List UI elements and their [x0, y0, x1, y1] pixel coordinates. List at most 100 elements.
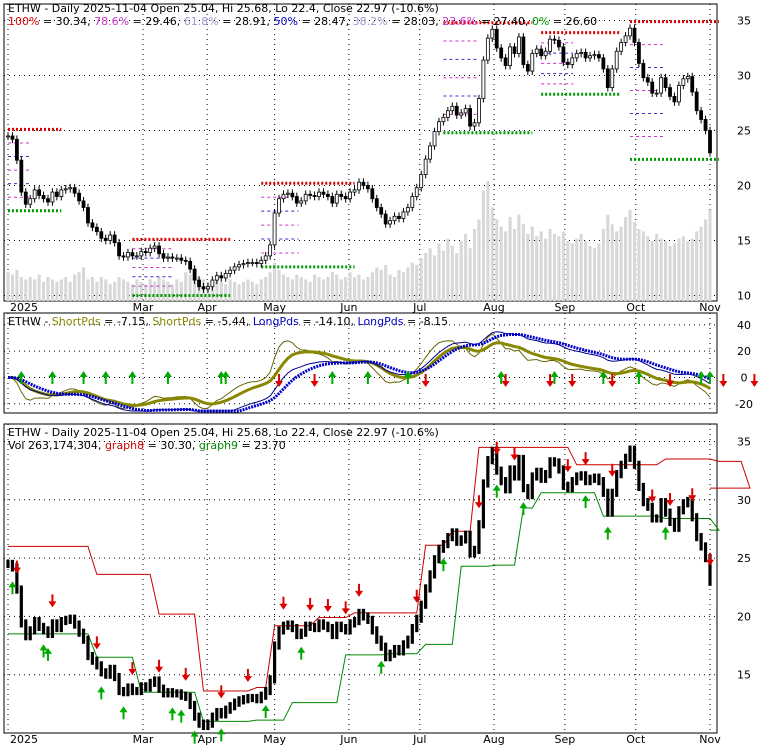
- price-bar: [530, 472, 534, 500]
- price-bar: [121, 686, 126, 697]
- candle-body: [54, 191, 59, 197]
- buy-arrow: [217, 728, 226, 742]
- volume-bar: [575, 238, 579, 301]
- price-bar: [241, 695, 246, 705]
- longpds-line-2: [7, 332, 711, 413]
- price-bar: [655, 514, 659, 523]
- candle-body: [459, 112, 464, 116]
- x-tick-label: Jun: [339, 301, 357, 314]
- price-bar: [437, 544, 441, 564]
- sell-arrow: [243, 669, 252, 683]
- price-bar: [432, 555, 437, 579]
- volume-bar: [95, 281, 99, 301]
- price-bar: [672, 517, 677, 532]
- y-tick-label: 20: [737, 345, 751, 358]
- trend-arrows: [8, 441, 714, 744]
- volume-bar: [64, 277, 68, 301]
- candle-body: [499, 47, 504, 59]
- volume-bar: [193, 269, 197, 301]
- trend-legend-name: graph9: [199, 439, 238, 452]
- volume-bar: [637, 229, 641, 301]
- price-bar: [41, 622, 46, 635]
- candle-body: [339, 193, 344, 197]
- candle-body: [628, 27, 632, 37]
- volume-bar: [268, 272, 272, 301]
- volume-bar: [601, 229, 605, 301]
- price-bar: [317, 619, 321, 633]
- volume-bar: [55, 281, 59, 301]
- volume-bar: [139, 281, 143, 301]
- oscillator-legend-name: ShortPds: [52, 315, 101, 328]
- candle-body: [437, 121, 441, 132]
- y-tick-label: 35: [737, 15, 751, 28]
- candle-body: [432, 131, 437, 147]
- price-bar: [10, 559, 15, 572]
- price-bar: [157, 676, 161, 693]
- volume-bar: [455, 253, 459, 301]
- price-bar: [632, 445, 637, 469]
- price-bar: [690, 496, 694, 522]
- sell-arrow: [355, 583, 363, 597]
- volume-bar: [379, 269, 383, 301]
- buy-arrow: [377, 660, 386, 674]
- trend-y-axis: 15 20 25 30 35: [737, 435, 751, 681]
- price-bar: [388, 649, 392, 662]
- candle-body: [183, 259, 188, 262]
- x-tick-label: Sep: [555, 733, 576, 745]
- candle-body: [348, 191, 353, 200]
- support-line: [8, 492, 720, 722]
- sell-arrow: [608, 463, 617, 477]
- volume-bar: [108, 284, 112, 301]
- price-bar: [299, 628, 303, 640]
- sell-arrow: [666, 374, 675, 387]
- price-bar: [126, 683, 130, 697]
- price-bar: [113, 664, 117, 682]
- price-bar: [237, 696, 241, 707]
- candle-body: [650, 81, 655, 94]
- volume-bar: [264, 277, 268, 301]
- oscillator-legend-value: = -7.15,: [101, 315, 153, 328]
- candle-body: [117, 242, 121, 257]
- volume-bar: [486, 181, 490, 301]
- volume-bar: [548, 229, 552, 301]
- buy-arrow: [328, 371, 337, 384]
- volume-bar: [388, 274, 392, 301]
- x-tick-label: 2025: [10, 733, 38, 745]
- volume-bar: [90, 277, 94, 301]
- candle-body: [272, 212, 277, 246]
- price-bar: [548, 457, 552, 479]
- volume-bar: [481, 190, 485, 301]
- price-bar: [410, 623, 414, 644]
- sell-arrow: [510, 447, 519, 461]
- price-bar: [37, 616, 41, 631]
- candle-body: [206, 286, 210, 290]
- candle-body: [37, 189, 42, 196]
- volume-bar: [641, 231, 645, 301]
- price-bar: [623, 453, 628, 469]
- volume-bar: [530, 226, 534, 301]
- y-tick-label: 25: [737, 125, 751, 138]
- candle-body: [703, 119, 708, 131]
- candle-body: [490, 28, 495, 39]
- volume-bar: [73, 274, 77, 301]
- price-bar: [570, 477, 574, 493]
- sell-arrow: [217, 685, 226, 699]
- price-bar: [255, 693, 259, 704]
- fib-legend-label: 50%: [273, 15, 297, 28]
- buy-arrow: [519, 502, 528, 516]
- fib-legend-value: = 28.91,: [219, 15, 274, 28]
- volume-bar: [668, 245, 672, 301]
- volume-bar: [126, 281, 130, 301]
- price-bar: [64, 615, 68, 626]
- y-tick-label: 0: [741, 371, 748, 384]
- price-bar: [681, 499, 685, 515]
- candle-body: [361, 181, 366, 186]
- buy-arrow: [217, 371, 226, 384]
- price-bar: [24, 619, 28, 641]
- candle-body: [352, 189, 357, 193]
- sell-arrow: [92, 636, 101, 650]
- price-bar: [193, 700, 197, 721]
- buy-arrow: [177, 709, 186, 723]
- candle-body: [641, 63, 646, 79]
- volume-bar: [233, 281, 237, 301]
